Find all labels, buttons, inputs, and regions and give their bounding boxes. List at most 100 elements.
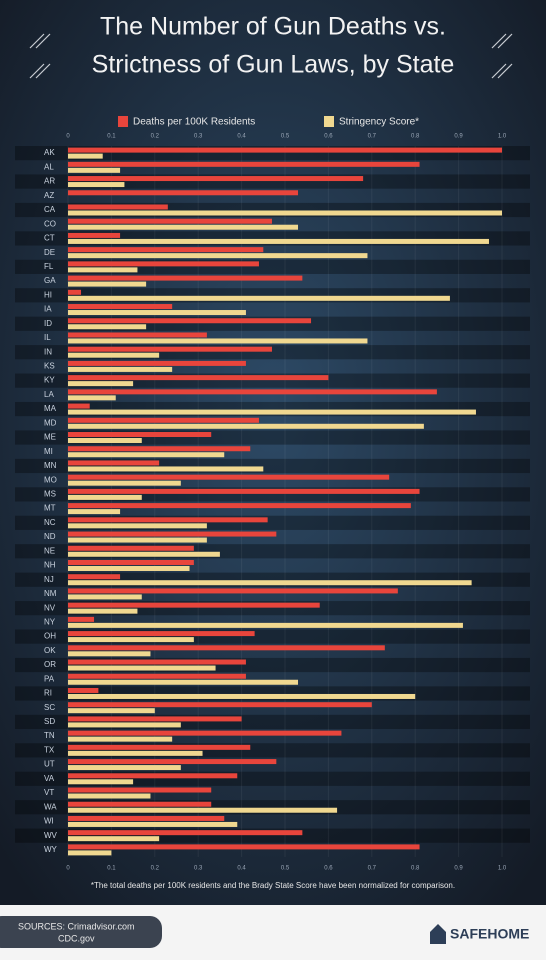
bar [68, 773, 238, 779]
x-tick-label: 0.3 [194, 866, 203, 872]
y-tick-label: IA [44, 305, 52, 314]
bar [68, 850, 112, 856]
bar [68, 651, 151, 657]
bar [68, 324, 147, 330]
bar [68, 551, 220, 557]
bar [68, 480, 181, 486]
y-tick-label: CO [44, 219, 56, 228]
bar [68, 417, 259, 423]
bar [68, 665, 216, 671]
y-tick-label: TX [44, 745, 55, 754]
y-tick-label: MS [44, 489, 56, 498]
y-tick-label: CT [44, 234, 55, 243]
source: CDC.gov [58, 933, 95, 943]
x-tick-label: 0 [66, 866, 70, 872]
y-tick-label: IL [44, 333, 51, 342]
bar [68, 836, 160, 842]
bar [68, 352, 160, 358]
bar [68, 238, 489, 244]
bar [68, 153, 103, 159]
bar [68, 645, 385, 651]
bar [68, 161, 420, 167]
bar [68, 608, 138, 614]
bar [68, 616, 95, 622]
bar [68, 807, 338, 813]
legend-swatch [118, 116, 128, 127]
bar [68, 588, 398, 594]
title-decoration [29, 33, 513, 79]
bar [68, 289, 82, 295]
sources-box [0, 916, 162, 948]
x-tick-label: 0.1 [107, 134, 116, 140]
x-tick-label: 0.4 [237, 866, 246, 872]
bar [68, 673, 246, 679]
bar [68, 687, 99, 693]
bar [68, 304, 173, 310]
y-tick-label: VA [44, 774, 55, 783]
x-tick-label: 0.5 [281, 134, 290, 140]
bar [68, 466, 264, 472]
bar [68, 545, 194, 551]
chart-title: Strictness of Gun Laws, by State [92, 51, 455, 79]
bar [68, 210, 502, 216]
y-tick-label: MO [44, 475, 57, 484]
y-tick-label: ME [44, 433, 56, 442]
bar [68, 176, 364, 182]
bar [68, 679, 299, 685]
bar [68, 332, 207, 338]
y-tick-label: NV [44, 603, 56, 612]
y-tick-label: KY [44, 376, 55, 385]
y-tick-label: WA [44, 802, 57, 811]
bar [68, 182, 125, 188]
bar [68, 395, 116, 401]
bar [68, 708, 155, 714]
x-tick-label: 0.8 [411, 134, 420, 140]
y-tick-label: MN [44, 461, 57, 470]
bar [68, 509, 121, 515]
bar [68, 295, 450, 301]
y-tick-label: MT [44, 504, 56, 513]
y-tick-label: NE [44, 546, 55, 555]
bar [68, 403, 90, 409]
bar [68, 844, 420, 850]
chart-title: The Number of Gun Deaths vs. [100, 13, 446, 41]
y-tick-label: AK [44, 148, 55, 157]
x-tick-label: 0.9 [454, 866, 463, 872]
bar [68, 460, 160, 466]
y-tick-label: AR [44, 177, 55, 186]
bar [68, 736, 173, 742]
bar [68, 702, 372, 708]
x-tick-label: 0.4 [237, 134, 246, 140]
x-tick-label: 0.6 [324, 134, 333, 140]
y-tick-label: IN [44, 347, 52, 356]
bar [68, 744, 251, 750]
bar [68, 574, 121, 580]
bar [68, 438, 142, 444]
legend-label: Stringency Score* [339, 117, 419, 128]
bar [68, 346, 272, 352]
bar [68, 637, 194, 643]
y-tick-label: GA [44, 276, 56, 285]
x-tick-label: 1.0 [498, 134, 507, 140]
y-tick-label: CA [44, 205, 56, 214]
brand-icon [430, 924, 446, 944]
bar [68, 622, 463, 628]
bar [68, 318, 312, 324]
bar [68, 821, 238, 827]
bar [68, 765, 181, 771]
x-tick-label: 1.0 [498, 866, 507, 872]
bar [68, 147, 502, 153]
bar [68, 261, 259, 267]
bar [68, 224, 299, 230]
y-tick-label: NM [44, 589, 57, 598]
y-tick-label: NH [44, 561, 56, 570]
x-tick-label: 0.9 [454, 134, 463, 140]
bar [68, 531, 277, 537]
bar [68, 815, 225, 821]
bar [68, 452, 225, 458]
y-tick-label: MA [44, 404, 57, 413]
bar [68, 338, 368, 344]
bar [68, 366, 173, 372]
y-tick-label: KS [44, 362, 55, 371]
y-tick-label: NC [44, 518, 56, 527]
